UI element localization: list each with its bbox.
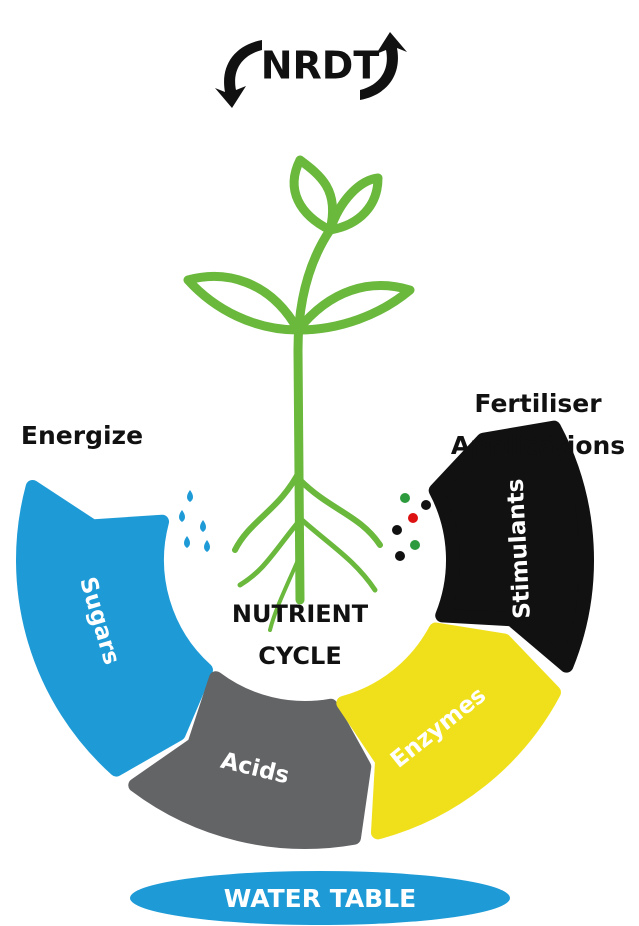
fertiliser-label: Applications (451, 431, 625, 460)
diagram: NRDT Energize Fertiliser Applications NU… (0, 0, 639, 926)
water-table-label: WATER TABLE (224, 884, 416, 913)
plant (188, 160, 410, 630)
logo-text: NRDT (261, 44, 380, 88)
water-drops (179, 490, 210, 552)
fertiliser-dots (392, 493, 431, 561)
center-label: CYCLE (258, 642, 341, 670)
energize-label: Energize (21, 421, 143, 450)
center-label: NUTRIENT (232, 600, 369, 628)
fertiliser-label: Fertiliser (474, 389, 602, 418)
